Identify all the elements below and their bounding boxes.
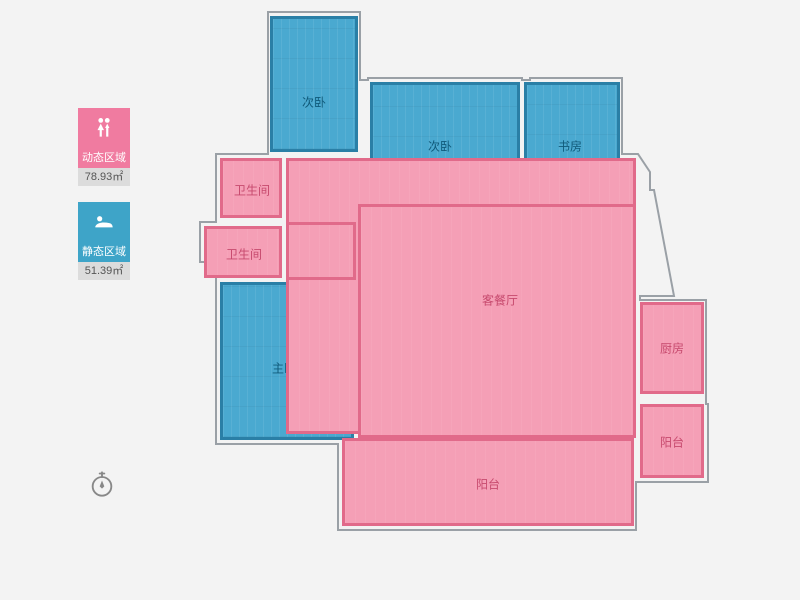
dynamic-zone-icon: [78, 108, 130, 148]
room-label-living: 客餐厅: [482, 292, 518, 309]
room-label-balcony_s: 阳台: [660, 434, 684, 451]
legend-value-static: 51.39㎡: [78, 262, 130, 280]
room-label-balcony_l: 阳台: [476, 476, 500, 493]
compass-icon: [88, 470, 116, 498]
room-secbed1: [270, 16, 358, 152]
room-label-kitchen: 厨房: [660, 340, 684, 357]
room-living-ext: [358, 204, 636, 438]
legend-label-dynamic: 动态区域: [78, 148, 130, 168]
legend-static: 静态区域51.39㎡: [78, 202, 130, 280]
room-label-study: 书房: [558, 138, 582, 155]
room-label-secbed2: 次卧: [428, 138, 452, 155]
legend-dynamic: 动态区域78.93㎡: [78, 108, 130, 186]
room-label-bath2: 卫生间: [226, 246, 262, 263]
room-label-bath1: 卫生间: [234, 182, 270, 199]
legend-value-dynamic: 78.93㎡: [78, 168, 130, 186]
static-zone-icon: [78, 202, 130, 242]
room-corridor: [286, 222, 356, 280]
legend-label-static: 静态区域: [78, 242, 130, 262]
room-label-secbed1: 次卧: [302, 94, 326, 111]
floorplan-canvas: 次卧次卧书房卫生间卫生间主卧客餐厅厨房阳台阳台动态区域78.93㎡静态区域51.…: [0, 0, 800, 600]
